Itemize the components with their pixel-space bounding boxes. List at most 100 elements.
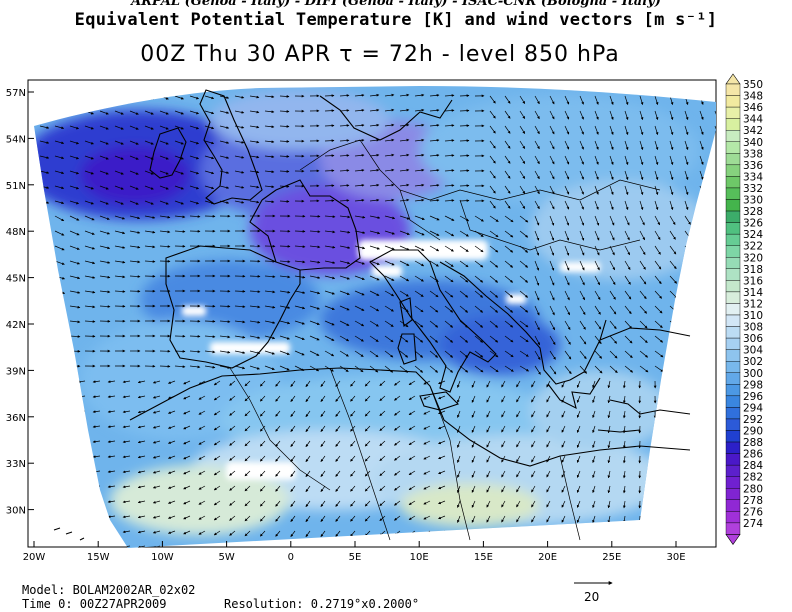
wind-vector xyxy=(39,125,50,129)
lon-tick-label: 20W xyxy=(23,552,46,563)
colorbar-bottom-arrow xyxy=(725,534,741,545)
wind-vector xyxy=(69,260,81,265)
wind-vector xyxy=(394,395,401,401)
wind-vector xyxy=(394,440,401,446)
wind-vector xyxy=(519,185,526,194)
wind-vector xyxy=(129,185,139,190)
wind-vector xyxy=(198,380,206,385)
wind-vector xyxy=(213,380,221,386)
wind-vector xyxy=(384,320,394,327)
wind-vector xyxy=(429,215,440,221)
wind-vector xyxy=(546,425,551,433)
wind-vector xyxy=(305,455,311,463)
wind-vector xyxy=(144,185,154,190)
wind-vector xyxy=(471,380,476,388)
wind-vector xyxy=(99,290,111,294)
wind-vector xyxy=(444,335,454,343)
wind-vector xyxy=(219,320,231,324)
wind-vector xyxy=(594,170,599,180)
wind-vector xyxy=(639,260,646,270)
wind-vector xyxy=(459,350,469,358)
wind-vector xyxy=(189,365,201,369)
wind-vector xyxy=(534,230,540,241)
wind-vector xyxy=(423,440,431,445)
wind-vector xyxy=(320,440,326,447)
wind-vector xyxy=(561,455,566,463)
wind-vector xyxy=(459,305,469,313)
wind-vector xyxy=(561,395,566,403)
wind-vector xyxy=(639,95,644,106)
colorbar-label: 294 xyxy=(743,402,763,414)
wind-vector xyxy=(501,440,506,448)
wind-vector xyxy=(122,470,131,474)
wind-vector xyxy=(444,109,455,112)
colorbar-swatch xyxy=(725,453,741,466)
wind-vector xyxy=(309,245,321,249)
wind-vector xyxy=(669,185,674,196)
wind-vector xyxy=(444,230,455,237)
wind-vector xyxy=(244,395,251,402)
wind-vector xyxy=(339,290,350,295)
wind-vector xyxy=(471,470,476,478)
wind-vector xyxy=(350,425,356,432)
wind-vector xyxy=(320,410,326,417)
lon-tick-label: 5E xyxy=(349,552,362,563)
wind-vector xyxy=(339,245,351,249)
wind-vector xyxy=(144,125,154,130)
wind-vector xyxy=(654,260,662,270)
wind-vector xyxy=(114,155,124,160)
wind-vector xyxy=(339,154,350,157)
wind-vector xyxy=(129,275,141,278)
wind-vector xyxy=(339,94,350,97)
wind-vector xyxy=(107,395,116,399)
wind-vector xyxy=(384,138,395,142)
wind-vector xyxy=(438,380,446,385)
colorbar-label: 298 xyxy=(743,379,763,391)
wind-vector xyxy=(279,244,291,248)
colorbar-label: 304 xyxy=(743,345,763,357)
wind-vector xyxy=(244,485,251,492)
wind-vector xyxy=(369,275,380,281)
wind-vector xyxy=(622,380,626,389)
wind-vector xyxy=(159,230,171,234)
wind-vector xyxy=(384,305,394,312)
wind-vector xyxy=(114,215,126,220)
wind-vector xyxy=(350,380,356,387)
wind-vector xyxy=(99,185,109,190)
wind-vector xyxy=(592,470,596,479)
wind-vector xyxy=(144,140,154,145)
wind-vector xyxy=(234,140,245,144)
wind-vector xyxy=(549,125,555,135)
wind-vector xyxy=(429,320,439,328)
wind-vector xyxy=(152,395,161,399)
wind-vector xyxy=(489,335,499,343)
wind-vector xyxy=(429,123,440,127)
wind-vector xyxy=(607,455,611,464)
wind-vector xyxy=(531,410,536,418)
wind-vector xyxy=(379,470,386,477)
wind-vector xyxy=(429,260,439,267)
wind-vector xyxy=(174,110,184,115)
wind-vector xyxy=(579,245,585,256)
wind-vector xyxy=(489,290,499,298)
wind-vector xyxy=(189,95,200,100)
wind-vector xyxy=(624,110,629,121)
wind-vector xyxy=(114,125,124,130)
wind-vector xyxy=(279,200,290,203)
wind-vector xyxy=(264,350,275,355)
colorbar-swatch xyxy=(725,291,741,304)
wind-vector xyxy=(429,275,439,282)
wind-vector xyxy=(137,485,146,489)
wind-vector xyxy=(379,440,386,447)
wind-vector xyxy=(474,350,484,358)
wind-vector xyxy=(137,440,146,444)
wind-vector xyxy=(534,215,540,226)
wind-vector xyxy=(531,470,536,478)
wind-vector xyxy=(423,380,431,385)
colorbar-swatch xyxy=(725,407,741,420)
institutions-line: ARPAL (Genoa - Italy) - DIFI (Genoa - It… xyxy=(131,0,661,9)
wind-vector xyxy=(408,485,416,490)
wind-vector xyxy=(438,440,446,445)
colorbar-label: 338 xyxy=(743,148,763,160)
wind-vector xyxy=(471,485,476,493)
